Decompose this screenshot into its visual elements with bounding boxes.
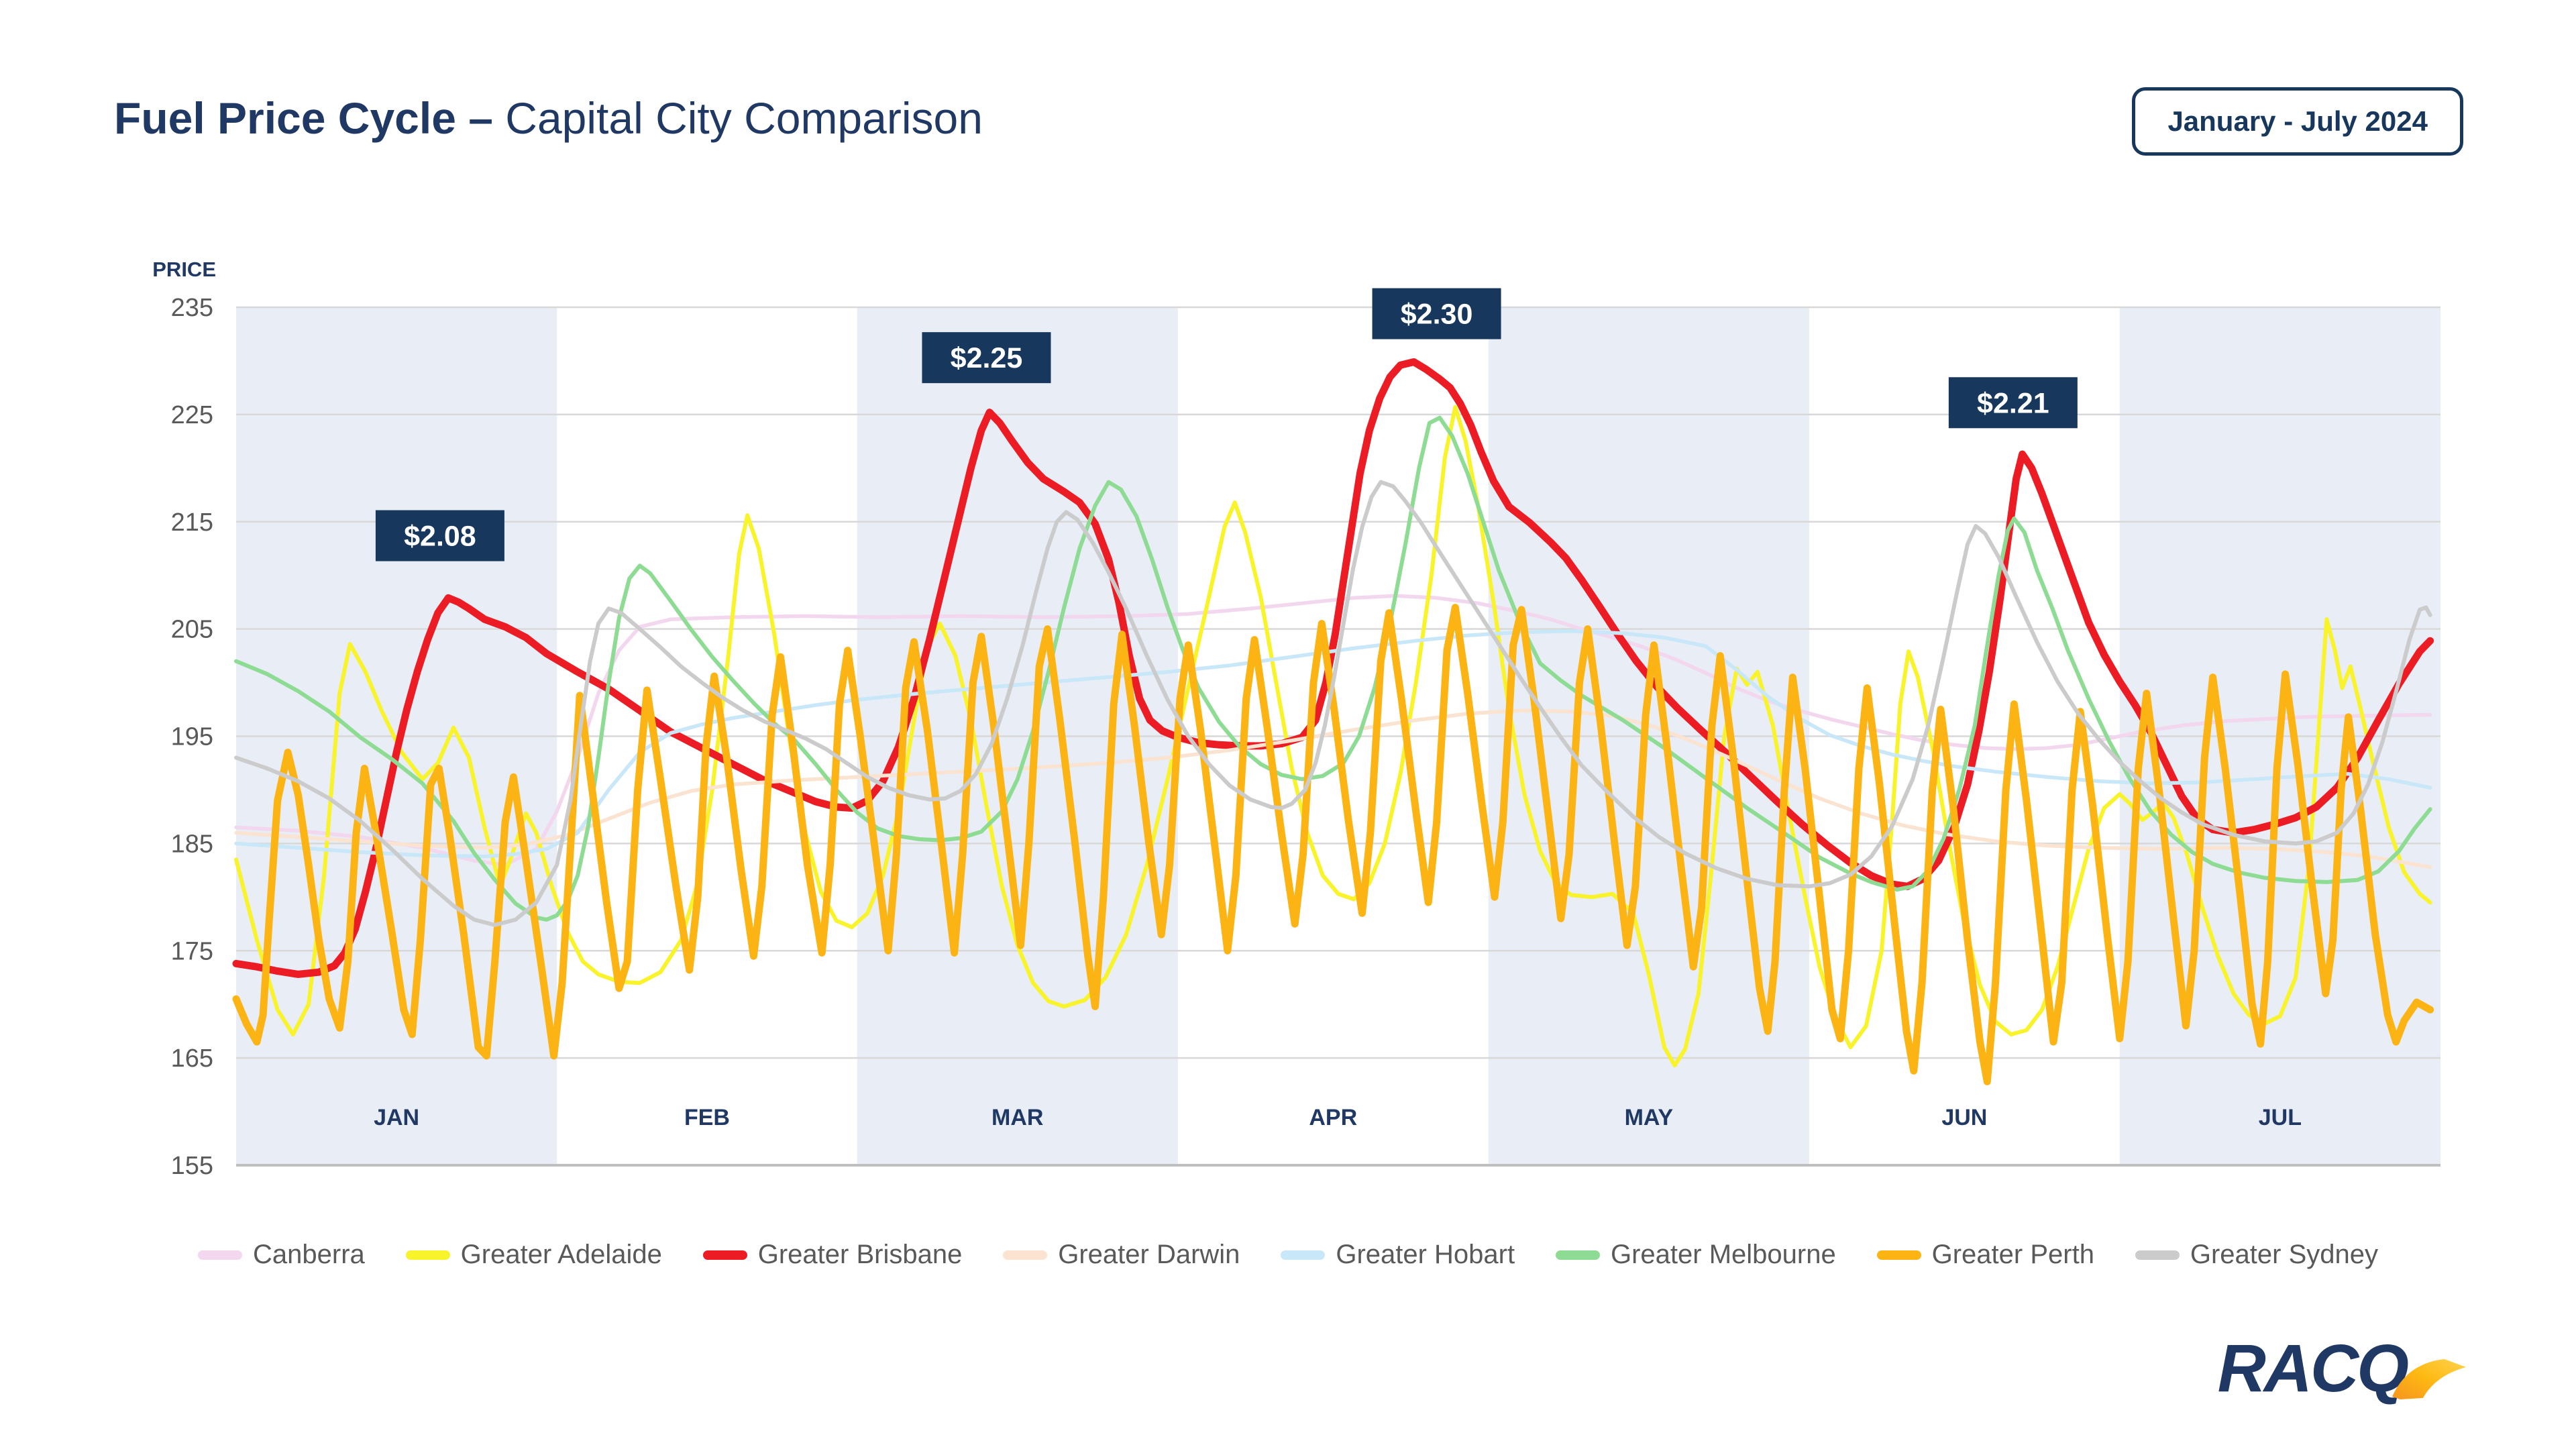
month-label: MAY xyxy=(1625,1105,1674,1130)
legend-item-greater-darwin: Greater Darwin xyxy=(1003,1240,1240,1270)
legend-swatch-icon xyxy=(1281,1250,1326,1260)
legend-item-greater-melbourne: Greater Melbourne xyxy=(1556,1240,1836,1270)
y-tick-label: 175 xyxy=(171,937,213,965)
callout-box xyxy=(922,332,1051,384)
y-tick-label: 215 xyxy=(171,508,213,537)
y-tick-label: 195 xyxy=(171,723,213,751)
legend-label: Greater Hobart xyxy=(1336,1240,1515,1269)
series-line-greater-adelaide xyxy=(234,405,2432,1068)
legend-swatch-icon xyxy=(405,1250,450,1260)
series-line-greater-perth xyxy=(232,604,2434,1085)
month-label: JUL xyxy=(2259,1105,2302,1130)
legend-item-greater-hobart: Greater Hobart xyxy=(1281,1240,1515,1270)
legend-label: Greater Sydney xyxy=(2190,1240,2378,1269)
legend-label: Canberra xyxy=(253,1240,365,1269)
y-tick-label: 165 xyxy=(171,1044,213,1073)
legend-item-greater-sydney: Greater Sydney xyxy=(2135,1240,2378,1270)
racq-logo-swoosh-icon xyxy=(2392,1359,2466,1399)
page-title-regular: Capital City Comparison xyxy=(492,93,983,143)
legend-swatch-icon xyxy=(702,1250,747,1260)
legend-swatch-icon xyxy=(2135,1250,2180,1260)
callout-box xyxy=(1948,377,2078,429)
legend-swatch-icon xyxy=(1003,1250,1048,1260)
legend-swatch-icon xyxy=(198,1250,242,1260)
callout-box xyxy=(375,510,504,561)
legend-label: Greater Perth xyxy=(1931,1240,2094,1269)
y-tick-label: 225 xyxy=(171,401,213,429)
y-axis-title: PRICE xyxy=(152,258,216,281)
callout-label: $2.21 xyxy=(1977,387,2049,419)
legend-label: Greater Adelaide xyxy=(460,1240,662,1269)
racq-logo-text: RACQ xyxy=(2217,1331,2409,1406)
page-title: Fuel Price Cycle – Capital City Comparis… xyxy=(114,93,983,144)
month-label: JAN xyxy=(374,1105,419,1130)
callout-label: $2.30 xyxy=(1401,299,1473,331)
legend-swatch-icon xyxy=(1876,1250,1921,1260)
legend-item-greater-brisbane: Greater Brisbane xyxy=(702,1240,963,1270)
legend-label: Greater Darwin xyxy=(1058,1240,1240,1269)
legend-label: Greater Brisbane xyxy=(757,1240,963,1269)
legend-item-greater-adelaide: Greater Adelaide xyxy=(405,1240,662,1270)
series-line-greater-hobart xyxy=(234,629,2432,859)
month-label: MAR xyxy=(991,1105,1043,1130)
callout-box xyxy=(1372,288,1501,339)
y-tick-label: 205 xyxy=(171,616,213,644)
legend: Canberra Greater Adelaide Greater Brisbane… xyxy=(0,1240,2576,1270)
y-tick-label: 185 xyxy=(171,830,213,858)
callout-label: $2.08 xyxy=(404,521,476,553)
month-label: JUN xyxy=(1941,1105,1987,1130)
series-line-greater-sydney xyxy=(234,480,2432,927)
legend-item-greater-perth: Greater Perth xyxy=(1876,1240,2094,1270)
y-tick-label: 235 xyxy=(171,294,213,322)
series-line-greater-brisbane xyxy=(232,358,2434,978)
racq-logo: RACQ xyxy=(2218,1330,2469,1407)
legend-swatch-icon xyxy=(1556,1250,1600,1260)
legend-item-canberra: Canberra xyxy=(198,1240,365,1270)
date-range-badge: January - July 2024 xyxy=(2132,87,2463,156)
month-label: FEB xyxy=(684,1105,730,1130)
legend-label: Greater Melbourne xyxy=(1611,1240,1836,1269)
callout-label: $2.25 xyxy=(951,342,1023,374)
y-tick-label: 155 xyxy=(171,1152,213,1180)
page-title-bold: Fuel Price Cycle – xyxy=(114,93,493,143)
series-line-greater-melbourne xyxy=(234,415,2432,922)
month-label: APR xyxy=(1309,1105,1357,1130)
